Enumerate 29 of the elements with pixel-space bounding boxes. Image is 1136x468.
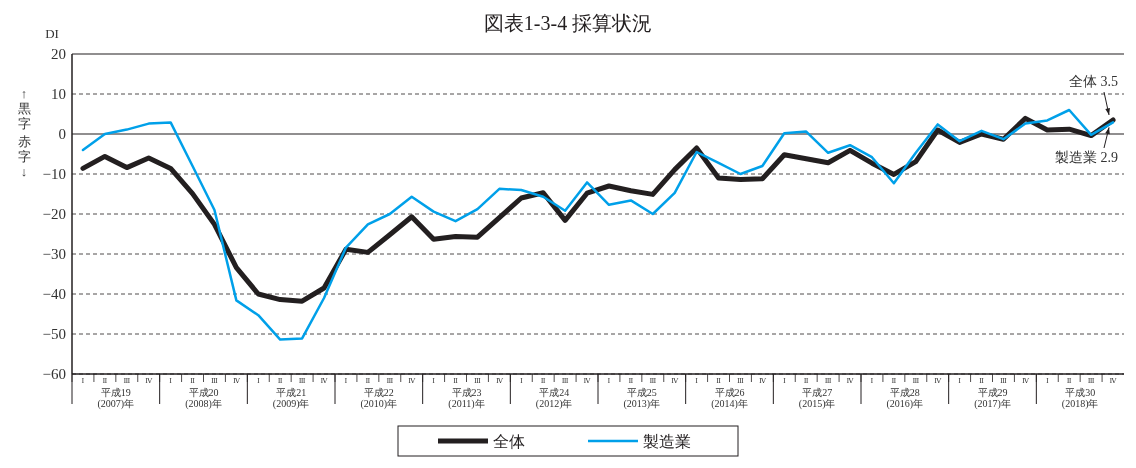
y-tick-label: −40 bbox=[42, 286, 66, 303]
text: 平成20 (2008)年 bbox=[185, 387, 222, 410]
text: 平成28 (2016)年 bbox=[886, 387, 924, 410]
y-tick-label: −10 bbox=[42, 166, 66, 183]
legend-label: 製造業 bbox=[643, 432, 691, 450]
chart-title: 図表1-3-4 採算状況 bbox=[483, 12, 653, 34]
text: 平成24 (2012)年 bbox=[535, 387, 573, 410]
y-tick-label: −60 bbox=[42, 366, 66, 383]
text: 平成22 (2010)年 bbox=[360, 387, 398, 410]
y-tick-label: −30 bbox=[42, 246, 66, 263]
annotation: 全体 3.5 bbox=[1069, 74, 1118, 89]
text: 平成30 (2018)年 bbox=[1061, 387, 1099, 410]
y-tick-label: 0 bbox=[58, 126, 66, 143]
text: 平成19 (2007)年 bbox=[97, 387, 135, 410]
y-tick-label: 10 bbox=[51, 86, 66, 103]
text: 平成27 (2015)年 bbox=[798, 387, 836, 410]
text: ↑黒字 bbox=[17, 86, 31, 131]
y-tick-label: −20 bbox=[42, 206, 66, 223]
text: 平成21 (2009)年 bbox=[272, 387, 310, 410]
text: 平成25 (2013)年 bbox=[623, 387, 661, 410]
text: 平成29 (2017)年 bbox=[974, 387, 1011, 410]
legend-label: 全体 bbox=[493, 432, 525, 450]
y-axis-title: DI bbox=[45, 26, 59, 41]
annotation: 製造業 2.9 bbox=[1055, 150, 1118, 165]
y-tick-label: −50 bbox=[42, 326, 66, 343]
y-tick-label: 20 bbox=[51, 46, 66, 63]
text: 平成23 (2011)年 bbox=[448, 387, 485, 410]
text: 平成26 (2014)年 bbox=[711, 387, 748, 410]
text: 赤字↓ bbox=[17, 134, 31, 179]
